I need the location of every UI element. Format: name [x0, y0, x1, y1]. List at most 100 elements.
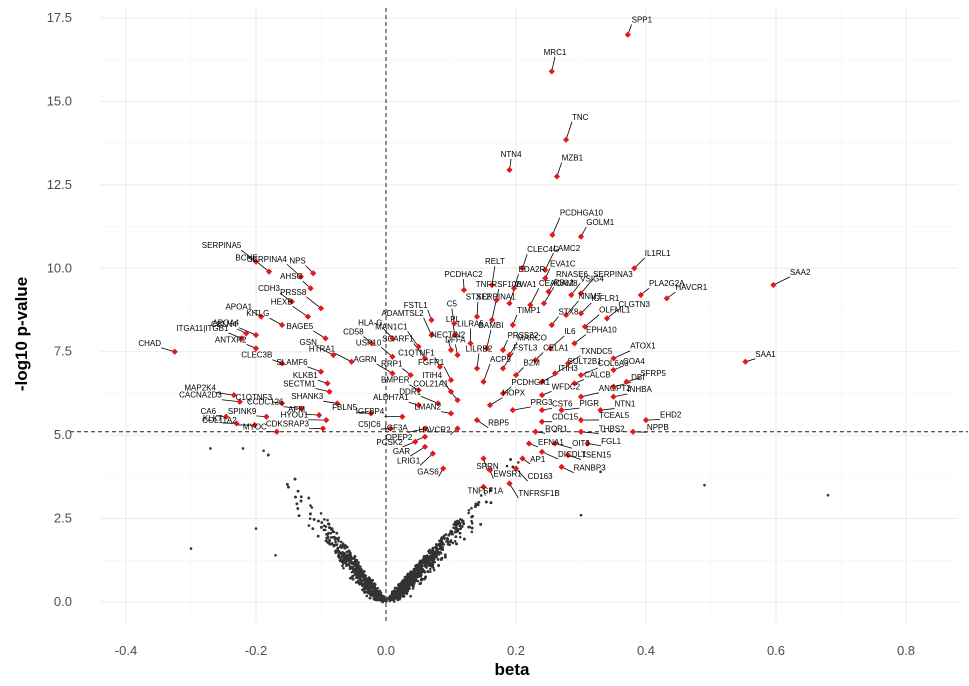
- gene-label: TNFRSF1B: [518, 489, 559, 498]
- background-point: [427, 562, 431, 566]
- significant-point: [326, 388, 333, 395]
- background-point: [424, 563, 428, 567]
- background-point: [432, 566, 435, 570]
- background-point: [308, 517, 312, 520]
- gene-label: EVA1C: [550, 260, 576, 269]
- gene-label: ANGPT2: [599, 384, 632, 393]
- background-point: [410, 578, 414, 582]
- background-point: [826, 493, 830, 497]
- background-point: [355, 558, 359, 562]
- background-point: [330, 542, 334, 545]
- background-point: [412, 584, 415, 588]
- label-connector: [316, 346, 334, 356]
- label-connector: [548, 278, 557, 292]
- background-point: [355, 576, 359, 579]
- gene-label: OLFML1: [599, 306, 631, 315]
- significant-point: [499, 365, 507, 372]
- background-point: [446, 537, 449, 541]
- background-point: [320, 521, 324, 524]
- background-point: [435, 555, 438, 559]
- background-point: [579, 513, 583, 517]
- gene-label: TNC: [572, 113, 589, 122]
- background-point: [440, 556, 444, 560]
- significant-point: [389, 335, 396, 342]
- background-point: [332, 544, 336, 547]
- label-connector: [269, 317, 283, 326]
- significant-point: [447, 376, 455, 384]
- significant-point: [473, 417, 481, 424]
- background-point: [393, 595, 397, 599]
- label-connector: [381, 347, 393, 358]
- gene-label: C5|C6: [358, 420, 381, 429]
- significant-point: [480, 483, 487, 490]
- background-point: [419, 578, 423, 582]
- background-point: [361, 588, 364, 592]
- background-point: [329, 531, 333, 535]
- gene-label: RBL2: [554, 278, 575, 287]
- gene-label: HLA-G: [358, 319, 382, 328]
- background-point: [447, 533, 451, 537]
- gene-label: CALCB: [584, 370, 611, 379]
- significant-point: [317, 305, 325, 312]
- significant-point: [317, 368, 325, 375]
- background-point: [459, 517, 462, 521]
- gene-label: PCSK2: [376, 438, 403, 447]
- gene-label: PRSS22: [507, 331, 538, 340]
- significant-point: [278, 400, 286, 407]
- gene-label: CDKSRAP3: [266, 420, 310, 429]
- background-point: [467, 508, 471, 512]
- significant-point: [258, 313, 265, 320]
- significant-point: [473, 313, 481, 320]
- label-connector: [509, 288, 515, 304]
- gene-label: CCDC126: [247, 398, 284, 407]
- gene-label: PCDHAC2: [444, 270, 483, 279]
- background-point: [411, 581, 414, 584]
- background-point: [362, 585, 366, 589]
- background-point: [381, 594, 384, 598]
- label-connector: [410, 446, 426, 457]
- label-connector: [556, 162, 563, 177]
- background-point: [355, 571, 358, 574]
- label-connector: [561, 407, 580, 411]
- background-point: [412, 570, 416, 574]
- gene-label: MAN1C1: [375, 322, 408, 331]
- background-point: [431, 560, 435, 564]
- gene-label: BMPER: [381, 376, 410, 385]
- background-point: [436, 558, 440, 561]
- significant-point: [323, 417, 330, 424]
- background-point: [347, 563, 351, 567]
- label-connector: [509, 483, 519, 499]
- y-axis-ticks: 0.0 2.5 5.0 7.5 10.0 12.5 15.0 17.5: [47, 10, 72, 609]
- gene-label: NECTIN2: [431, 330, 466, 339]
- background-point: [341, 564, 344, 568]
- background-point: [262, 449, 265, 453]
- gene-label: INHBA: [627, 385, 652, 394]
- gene-label: CD58: [343, 327, 364, 336]
- gene-label: BAMBI: [479, 321, 504, 330]
- background-point: [434, 550, 437, 554]
- background-point: [477, 500, 481, 504]
- significant-point: [263, 413, 270, 420]
- significant-point: [436, 363, 444, 370]
- gene-label: SERPINA3: [593, 270, 633, 279]
- background-point: [311, 527, 315, 530]
- background-point: [341, 551, 344, 554]
- significant-point: [304, 313, 312, 320]
- gene-label: CA6: [201, 407, 217, 416]
- background-point: [441, 546, 445, 549]
- label-connector: [292, 306, 309, 318]
- label-connector: [423, 317, 432, 336]
- label-connector: [376, 363, 393, 374]
- label-connector: [215, 392, 234, 396]
- label-connector: [483, 363, 491, 382]
- background-point: [358, 566, 361, 569]
- background-point: [297, 514, 301, 517]
- background-point: [462, 522, 465, 526]
- background-point: [322, 528, 326, 532]
- background-point: [339, 540, 343, 544]
- gene-label: CST6: [552, 399, 573, 408]
- gene-label: SPP1: [632, 15, 653, 24]
- label-connector: [552, 217, 561, 236]
- label-connector: [241, 249, 257, 262]
- background-point: [368, 577, 371, 580]
